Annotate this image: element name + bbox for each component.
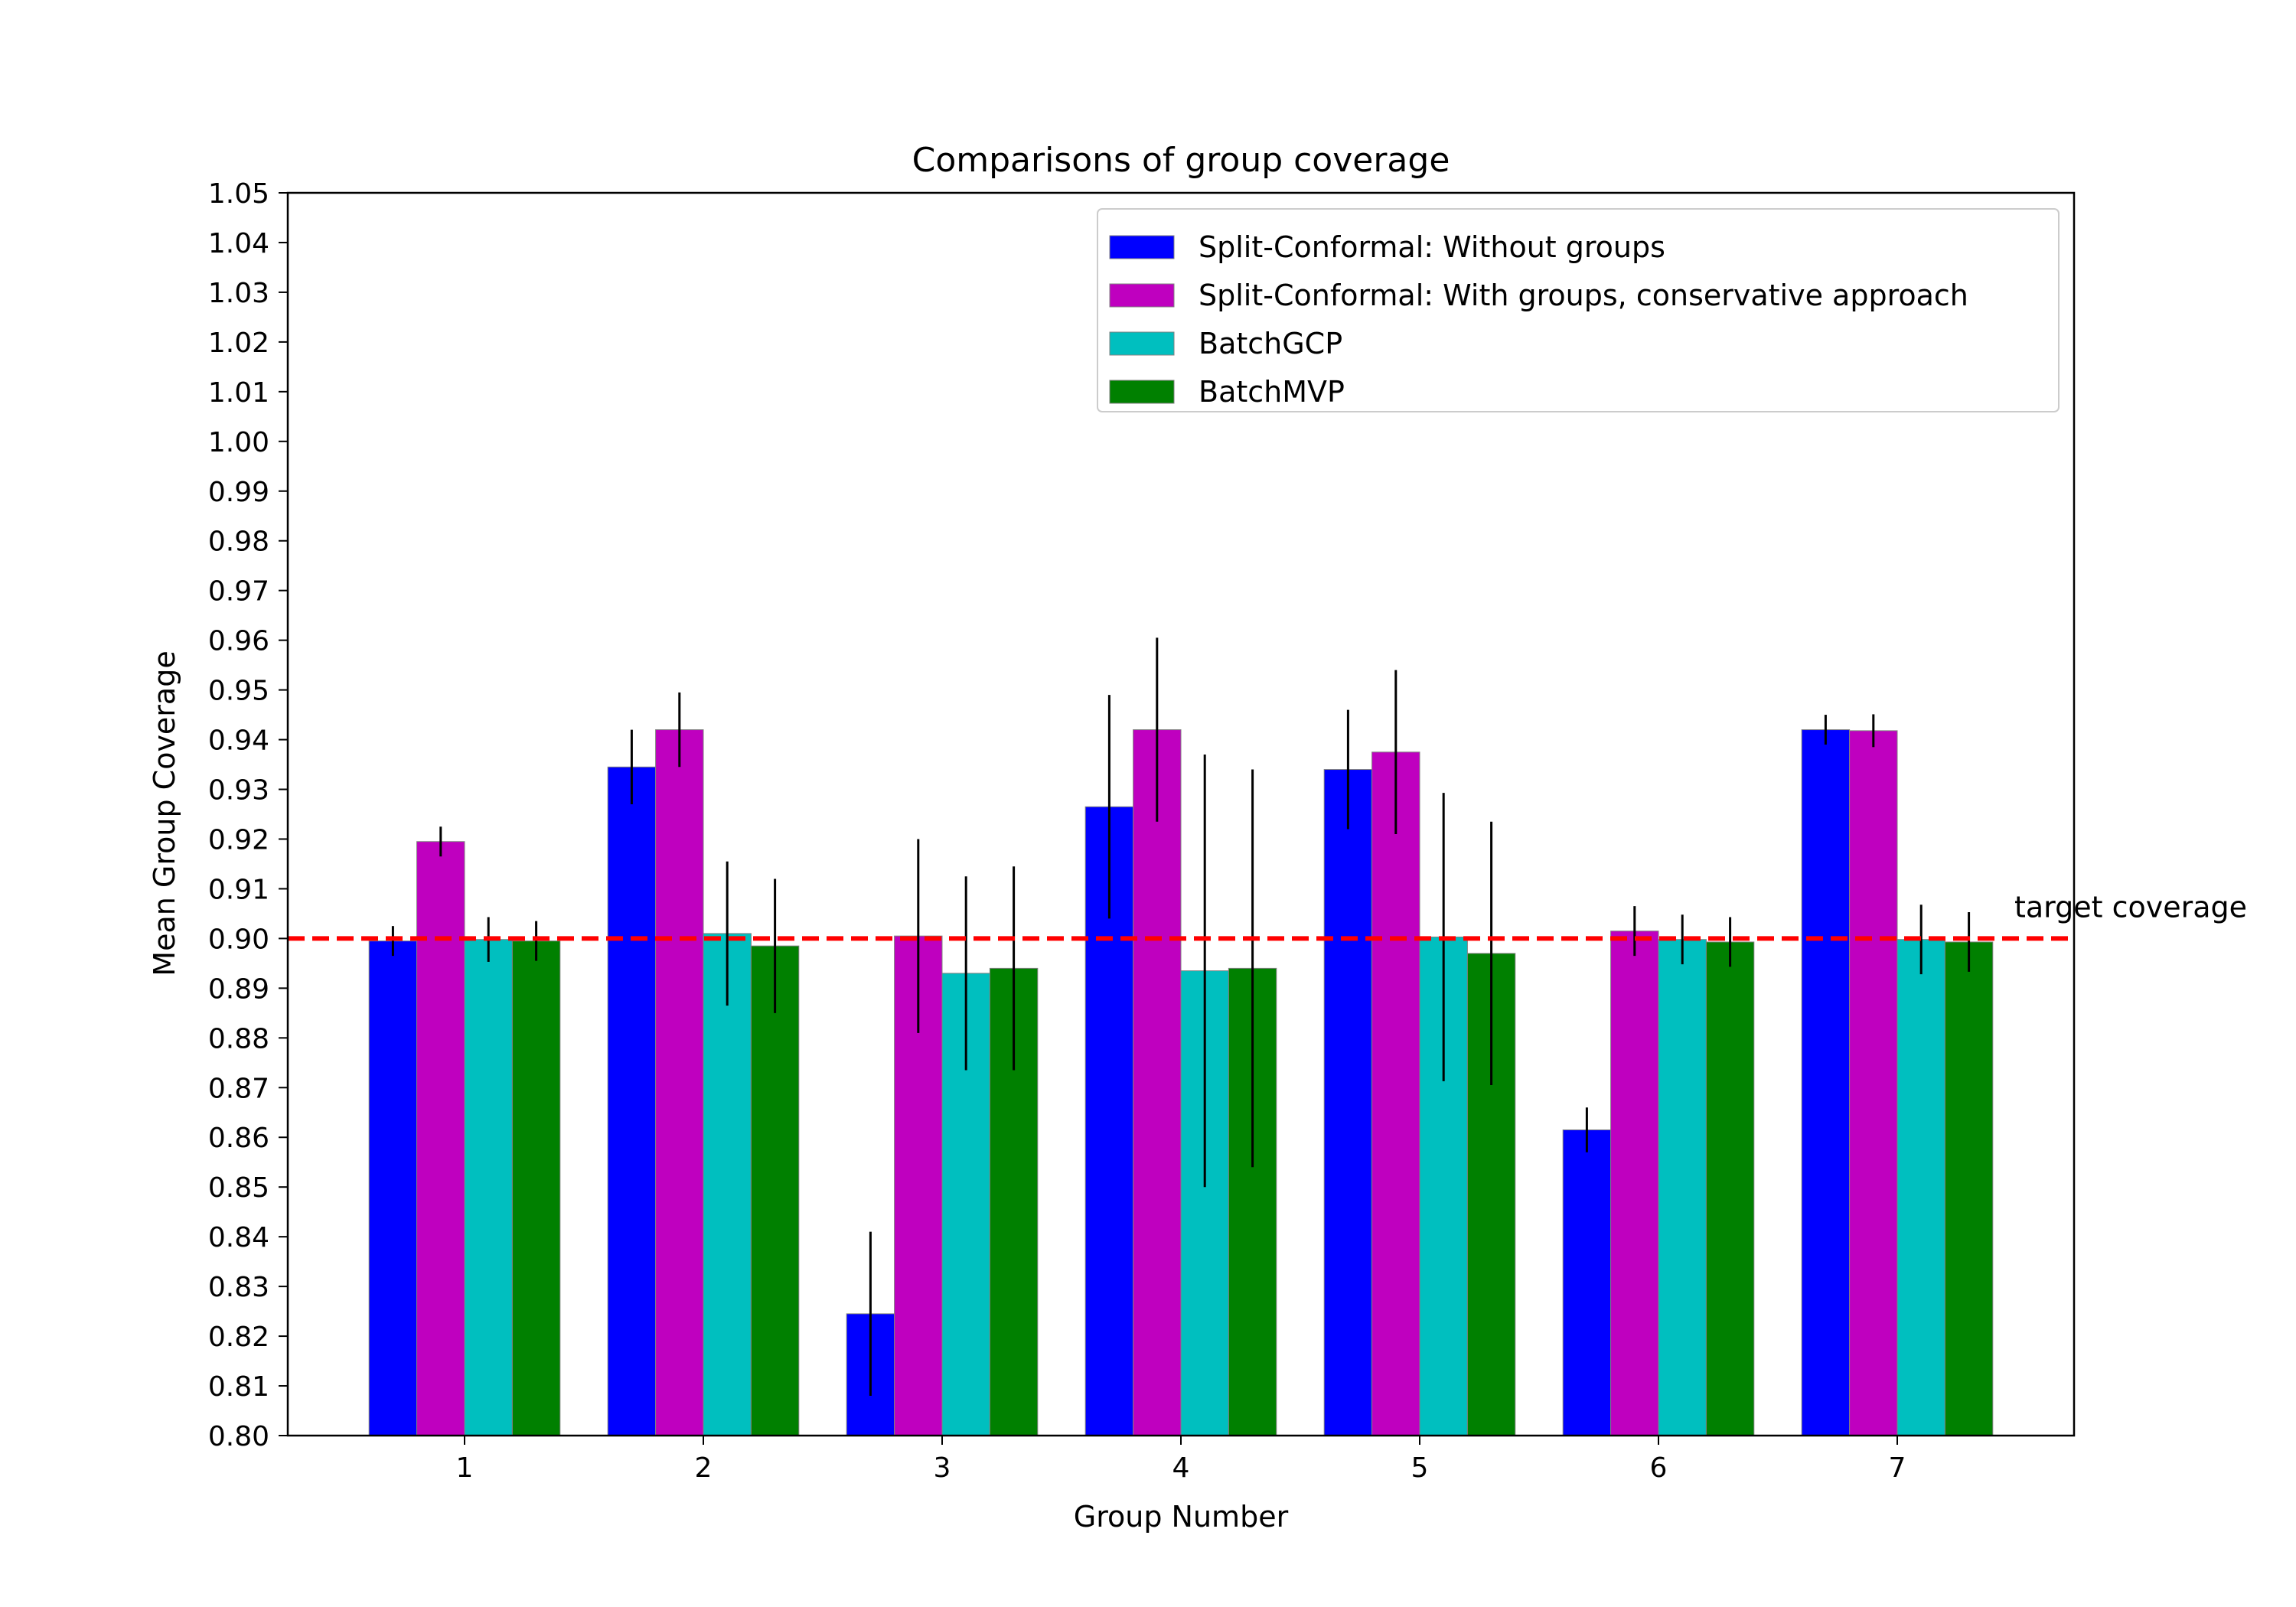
x-tick-label: 6 bbox=[1650, 1452, 1668, 1484]
x-tick-label: 5 bbox=[1411, 1452, 1429, 1484]
legend-swatch-series3 bbox=[1109, 331, 1175, 356]
y-tick-label: 0.91 bbox=[208, 874, 269, 905]
legend-label-series3: BatchGCP bbox=[1199, 327, 1342, 360]
y-tick-label: 1.01 bbox=[208, 377, 269, 409]
bar-series1-group-6 bbox=[1562, 1129, 1612, 1436]
axes-layer: 0.80 0.81 0.82 0.83 0.84 0.85 0.86 0.87 0.88 0.89… bbox=[208, 178, 2076, 1484]
y-tick-label: 0.97 bbox=[208, 576, 269, 608]
legend-box bbox=[1097, 208, 2060, 412]
bars-layer bbox=[368, 729, 1994, 1436]
legend-swatch-series2 bbox=[1109, 283, 1175, 308]
x-tick-label: 4 bbox=[1172, 1452, 1190, 1484]
bar-series1-group-2 bbox=[607, 766, 657, 1436]
x-tick-label: 3 bbox=[934, 1452, 951, 1484]
bar-series3-group-1 bbox=[464, 939, 513, 1436]
bar-series1-group-1 bbox=[368, 940, 418, 1436]
bar-series4-group-6 bbox=[1705, 941, 1755, 1436]
y-tick-label: 0.88 bbox=[208, 1023, 269, 1054]
y-tick-label: 0.98 bbox=[208, 526, 269, 558]
x-tick-label: 2 bbox=[695, 1452, 713, 1484]
y-tick-label: 0.90 bbox=[208, 924, 269, 955]
y-tick-label: 0.81 bbox=[208, 1371, 269, 1403]
x-tick-label: 1 bbox=[456, 1452, 474, 1484]
legend-swatch-series1 bbox=[1109, 235, 1175, 259]
y-tick-label: 0.87 bbox=[208, 1073, 269, 1104]
y-tick-label: 0.89 bbox=[208, 973, 269, 1005]
bar-series2-group-1 bbox=[416, 841, 465, 1436]
bar-series4-group-7 bbox=[1944, 941, 1994, 1436]
bar-series1-group-5 bbox=[1323, 769, 1373, 1436]
chart-title: Comparisons of group coverage bbox=[912, 141, 1450, 180]
bar-series4-group-1 bbox=[511, 940, 561, 1436]
y-tick-label: 1.02 bbox=[208, 328, 269, 359]
y-tick-label: 1.05 bbox=[208, 178, 269, 210]
bar-series3-group-7 bbox=[1896, 939, 1945, 1436]
bar-series3-group-6 bbox=[1658, 939, 1707, 1436]
legend-label-series4: BatchMVP bbox=[1199, 375, 1345, 409]
legend-swatch-series4 bbox=[1109, 380, 1175, 404]
y-tick-label: 0.99 bbox=[208, 477, 269, 508]
y-tick-label: 0.93 bbox=[208, 775, 269, 807]
x-tick-label: 7 bbox=[1889, 1452, 1906, 1484]
y-tick-label: 0.86 bbox=[208, 1123, 269, 1154]
bar-series2-group-6 bbox=[1610, 931, 1659, 1436]
y-tick-label: 0.84 bbox=[208, 1222, 269, 1253]
bar-series3-group-2 bbox=[703, 933, 752, 1436]
y-tick-label: 1.03 bbox=[208, 278, 269, 309]
y-tick-label: 0.96 bbox=[208, 626, 269, 657]
target-coverage-label: target coverage bbox=[2014, 890, 2247, 924]
legend-label-series2: Split-Conformal: With groups, conservati… bbox=[1199, 279, 1968, 312]
y-tick-label: 0.92 bbox=[208, 824, 269, 856]
y-tick-label: 0.82 bbox=[208, 1322, 269, 1353]
bar-series2-group-7 bbox=[1849, 730, 1898, 1436]
y-tick-label: 0.85 bbox=[208, 1172, 269, 1204]
y-tick-label: 1.00 bbox=[208, 427, 269, 458]
bar-series2-group-5 bbox=[1371, 751, 1420, 1436]
bar-series2-group-4 bbox=[1133, 729, 1182, 1436]
legend: Split-Conformal: Without groups Split-Con… bbox=[1097, 208, 2060, 412]
x-axis-title: Group Number bbox=[1074, 1500, 1289, 1534]
y-tick-label: 1.04 bbox=[208, 228, 269, 259]
y-tick-label: 0.83 bbox=[208, 1272, 269, 1303]
bar-series4-group-2 bbox=[750, 945, 800, 1436]
reference-line-layer: target coverage bbox=[288, 890, 2247, 941]
legend-label-series1: Split-Conformal: Without groups bbox=[1199, 230, 1665, 264]
y-tick-label: 0.95 bbox=[208, 676, 269, 707]
y-axis-title: Mean Group Coverage bbox=[148, 650, 181, 976]
y-tick-label: 0.80 bbox=[208, 1421, 269, 1452]
error-bars-layer bbox=[391, 637, 1971, 1397]
bar-series1-group-7 bbox=[1801, 729, 1851, 1436]
y-tick-label: 0.94 bbox=[208, 725, 269, 757]
bar-series2-group-2 bbox=[655, 729, 704, 1436]
